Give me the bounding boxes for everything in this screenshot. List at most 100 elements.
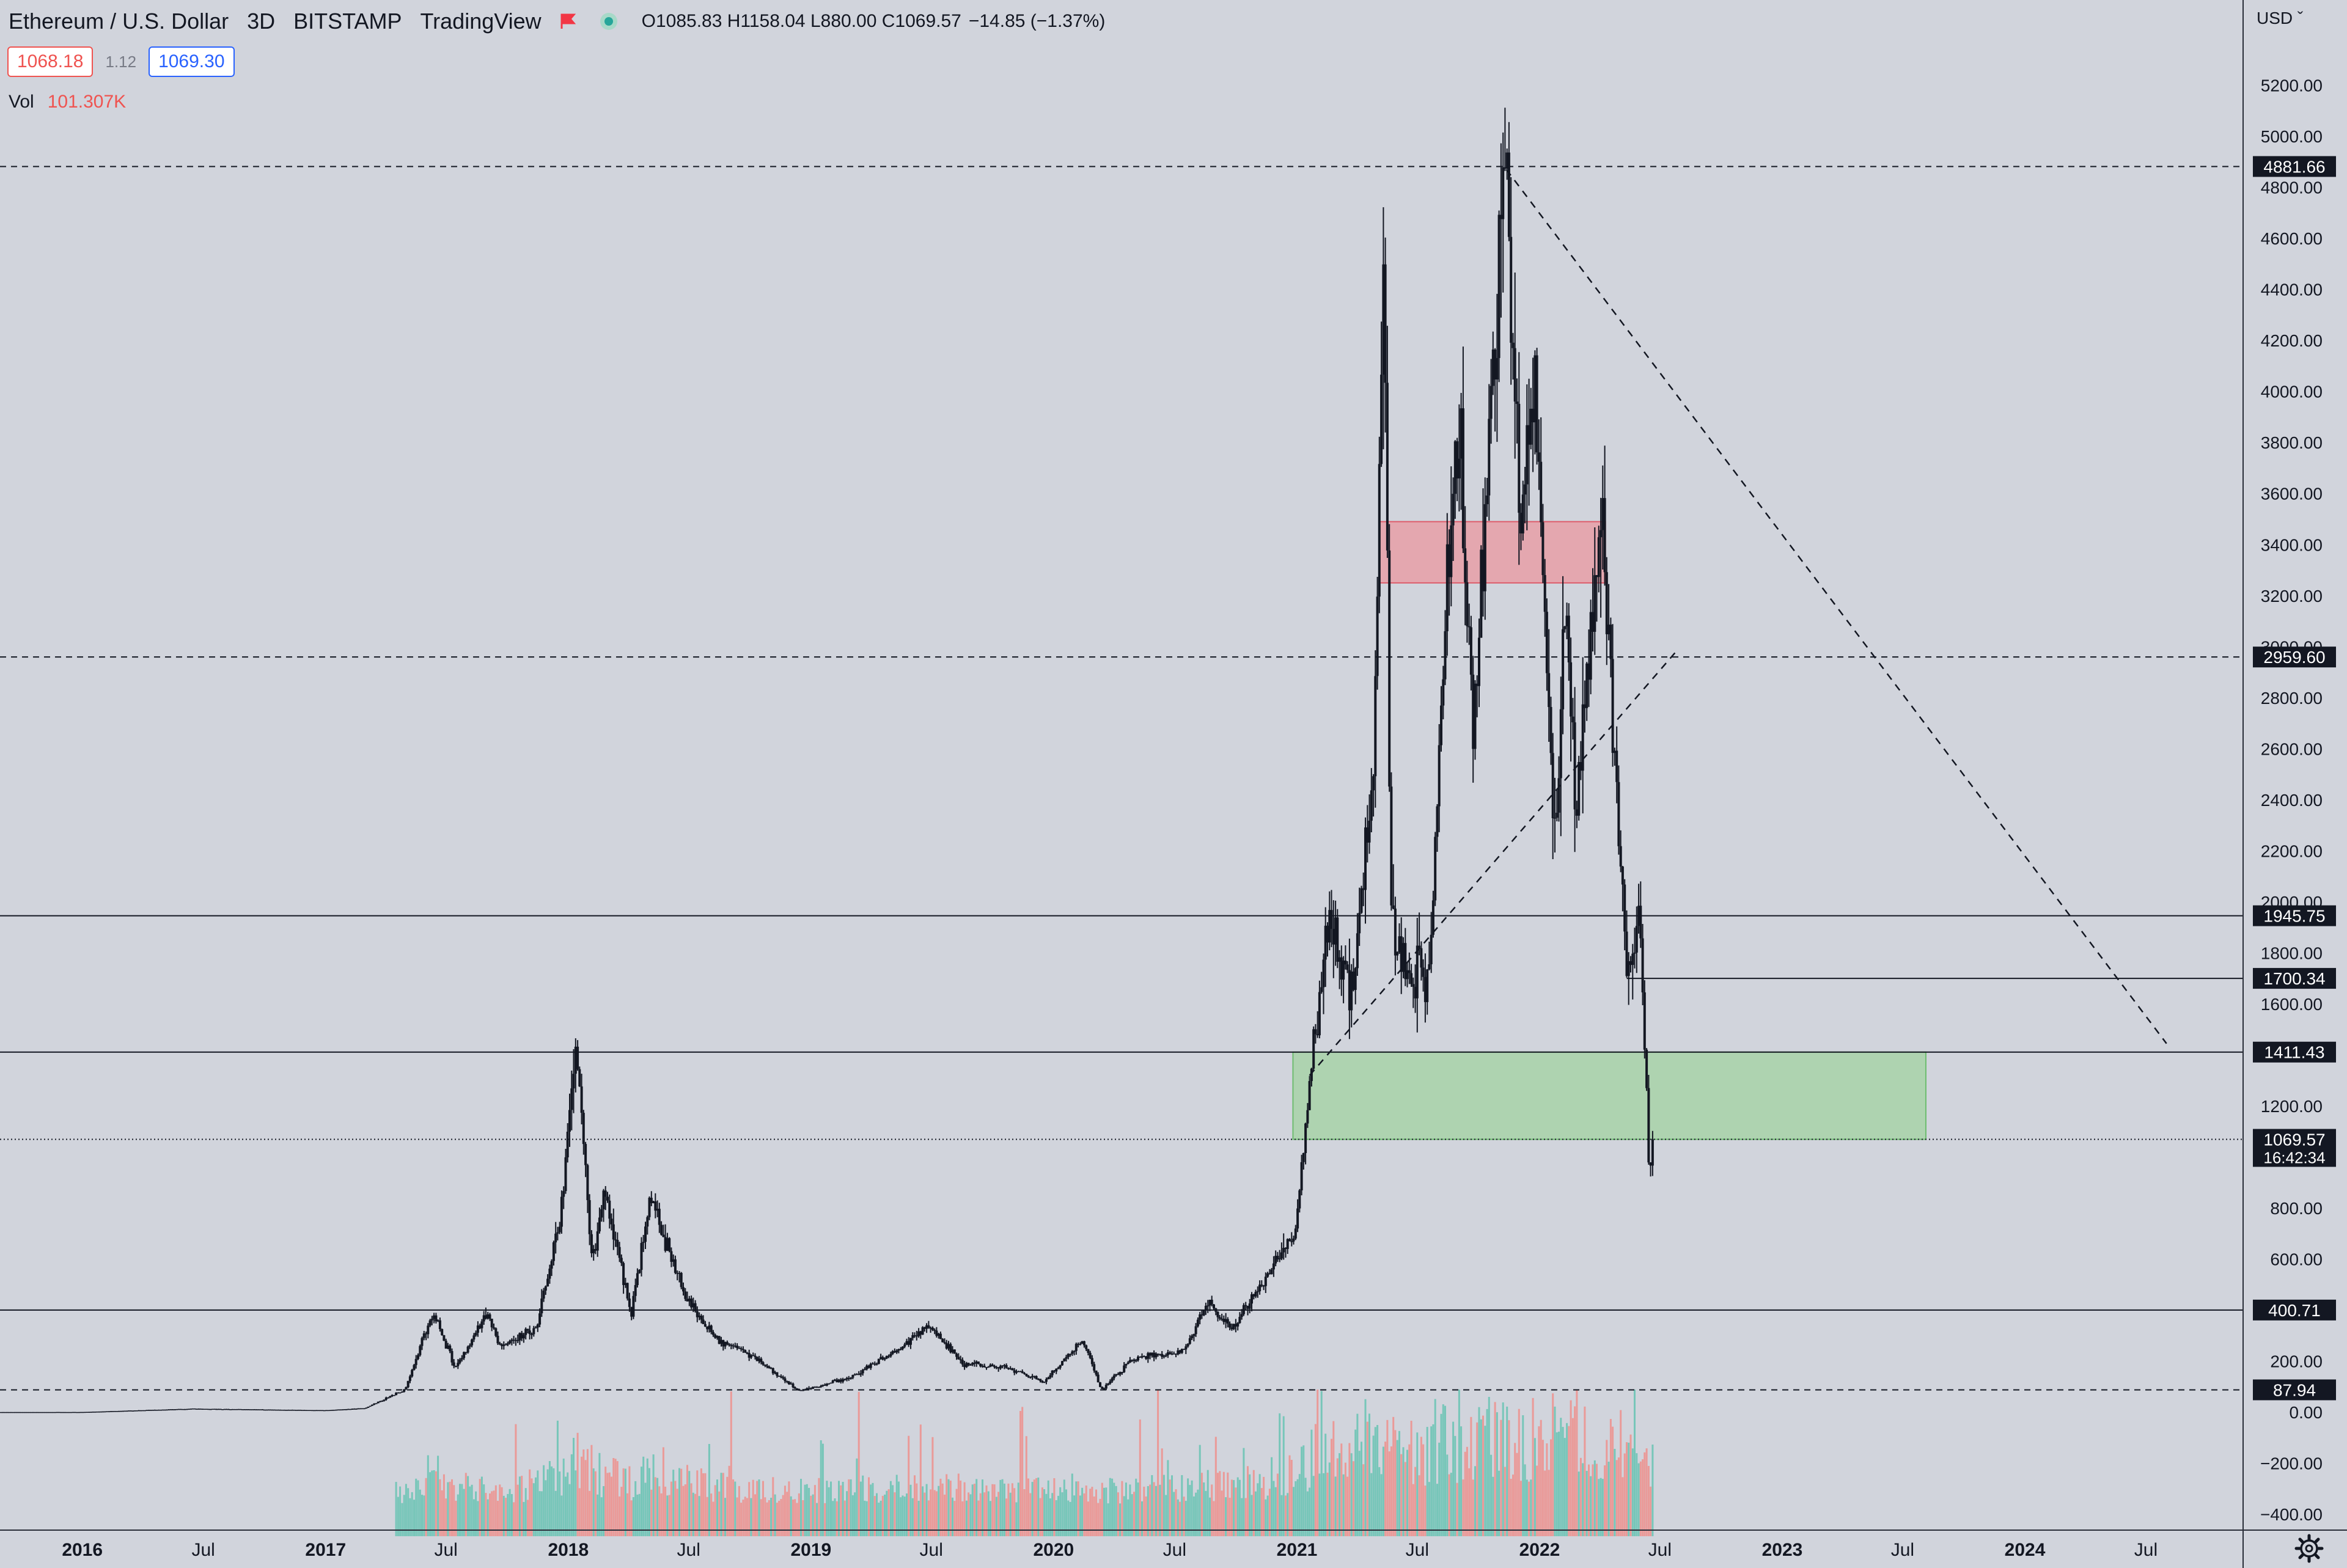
- volume-bar: [1518, 1409, 1520, 1536]
- candle-body: [327, 1410, 330, 1412]
- candle-body: [1009, 1368, 1012, 1369]
- volume-bar: [1585, 1471, 1588, 1536]
- candle-body: [749, 1355, 752, 1358]
- volume-bar: [658, 1486, 661, 1536]
- volume-bar: [1290, 1460, 1293, 1536]
- candle-body: [921, 1327, 924, 1335]
- volume-bar: [1504, 1467, 1506, 1536]
- volume-bar: [1458, 1390, 1460, 1536]
- volume-bar: [501, 1487, 503, 1536]
- volume-bar: [754, 1494, 756, 1536]
- volume-bar: [997, 1492, 1000, 1536]
- candle-body: [1123, 1365, 1126, 1372]
- candle-body: [979, 1363, 982, 1366]
- volume-bar: [455, 1500, 457, 1536]
- buy-price-button[interactable]: 1069.30: [149, 46, 235, 77]
- volume-bar: [1639, 1461, 1642, 1536]
- volume-bar: [568, 1484, 571, 1536]
- volume-bar: [1203, 1482, 1205, 1536]
- candle-body: [1266, 1273, 1269, 1277]
- price-label-box: [2253, 156, 2336, 177]
- candle-body: [1469, 627, 1472, 675]
- candle-body: [1260, 1284, 1263, 1286]
- volume-bar: [491, 1491, 493, 1536]
- x-tick-label: 2021: [1277, 1540, 1318, 1560]
- candle-body: [493, 1327, 495, 1328]
- volume-bar: [429, 1472, 432, 1536]
- candle-body: [72, 1412, 75, 1413]
- candle-body: [1436, 806, 1439, 837]
- symbol-name[interactable]: Ethereum / U.S. Dollar: [9, 9, 229, 34]
- candle-body: [94, 1412, 97, 1413]
- price-axis[interactable]: 5200.005000.004800.004600.004400.004200.…: [2242, 0, 2347, 1568]
- candle-body: [1224, 1319, 1227, 1322]
- volume-bar: [1430, 1426, 1433, 1536]
- volume-bar: [636, 1494, 639, 1536]
- candle-body: [1342, 960, 1345, 980]
- volume-bar: [1229, 1498, 1231, 1536]
- candle-body: [116, 1411, 119, 1412]
- volume-label[interactable]: Vol: [9, 92, 34, 112]
- volume-bar: [680, 1468, 683, 1536]
- y-tick-label: 2200.00: [2261, 841, 2323, 860]
- candle-body: [845, 1378, 848, 1380]
- candle-body: [472, 1335, 476, 1340]
- candle-body: [1155, 1354, 1158, 1358]
- candle-body: [572, 1074, 575, 1089]
- candle-body: [985, 1367, 988, 1368]
- volume-bar: [961, 1501, 964, 1536]
- candle-body: [632, 1295, 635, 1317]
- candle-body: [1412, 984, 1415, 987]
- volume-bar: [559, 1471, 561, 1536]
- volume-bar: [995, 1497, 997, 1536]
- volume-bar: [1213, 1501, 1215, 1536]
- volume-bar: [531, 1478, 533, 1536]
- candle-body: [351, 1409, 354, 1410]
- volume-bar: [616, 1461, 619, 1536]
- candle-body: [1518, 403, 1521, 513]
- candle-body: [855, 1374, 858, 1376]
- candle-body: [740, 1348, 743, 1350]
- volume-bar: [865, 1501, 868, 1536]
- candle-body: [1430, 934, 1433, 964]
- volume-bar: [545, 1480, 547, 1536]
- sell-price-button[interactable]: 1068.18: [7, 46, 94, 77]
- candle-body: [449, 1346, 452, 1352]
- candle-body: [1456, 441, 1459, 478]
- interval-label[interactable]: 3D: [247, 9, 276, 34]
- volume-bar: [930, 1489, 932, 1536]
- candle-body: [1043, 1382, 1046, 1383]
- candle-body: [850, 1377, 853, 1379]
- currency-selector[interactable]: USD ˇ: [2257, 9, 2304, 27]
- market-status-dot-icon[interactable]: [600, 13, 617, 30]
- candle-body: [1153, 1352, 1156, 1358]
- candle-body: [40, 1412, 43, 1413]
- gear-icon[interactable]: [2293, 1533, 2325, 1564]
- x-tick-label: Jul: [1891, 1540, 1914, 1560]
- candle-body: [57, 1412, 61, 1413]
- candle-body: [1222, 1319, 1225, 1322]
- volume-bar: [553, 1468, 555, 1536]
- volume-bar: [903, 1497, 906, 1536]
- volume-bar: [748, 1482, 751, 1536]
- candle-body: [1494, 350, 1497, 379]
- candle-body: [755, 1357, 758, 1361]
- candle-body: [1332, 929, 1335, 945]
- volume-bar: [858, 1391, 860, 1536]
- time-axis[interactable]: 2016 Jul 2017 Jul 2018 Jul 2019 Jul 2020 Jul 2021 J…: [0, 1530, 2347, 1560]
- candle-body: [1194, 1326, 1197, 1335]
- candle-body: [600, 1209, 603, 1218]
- candle-body: [1537, 452, 1540, 462]
- candle-body: [21, 1412, 24, 1413]
- candle-body: [872, 1363, 874, 1365]
- candle-body: [1270, 1269, 1273, 1275]
- flag-icon[interactable]: [560, 13, 576, 29]
- candle-body: [1478, 637, 1480, 686]
- candle-body: [1639, 906, 1642, 939]
- candle-body: [1445, 544, 1449, 631]
- candle-body: [243, 1409, 246, 1410]
- volume-bar: [708, 1444, 710, 1536]
- candle-body: [690, 1299, 693, 1308]
